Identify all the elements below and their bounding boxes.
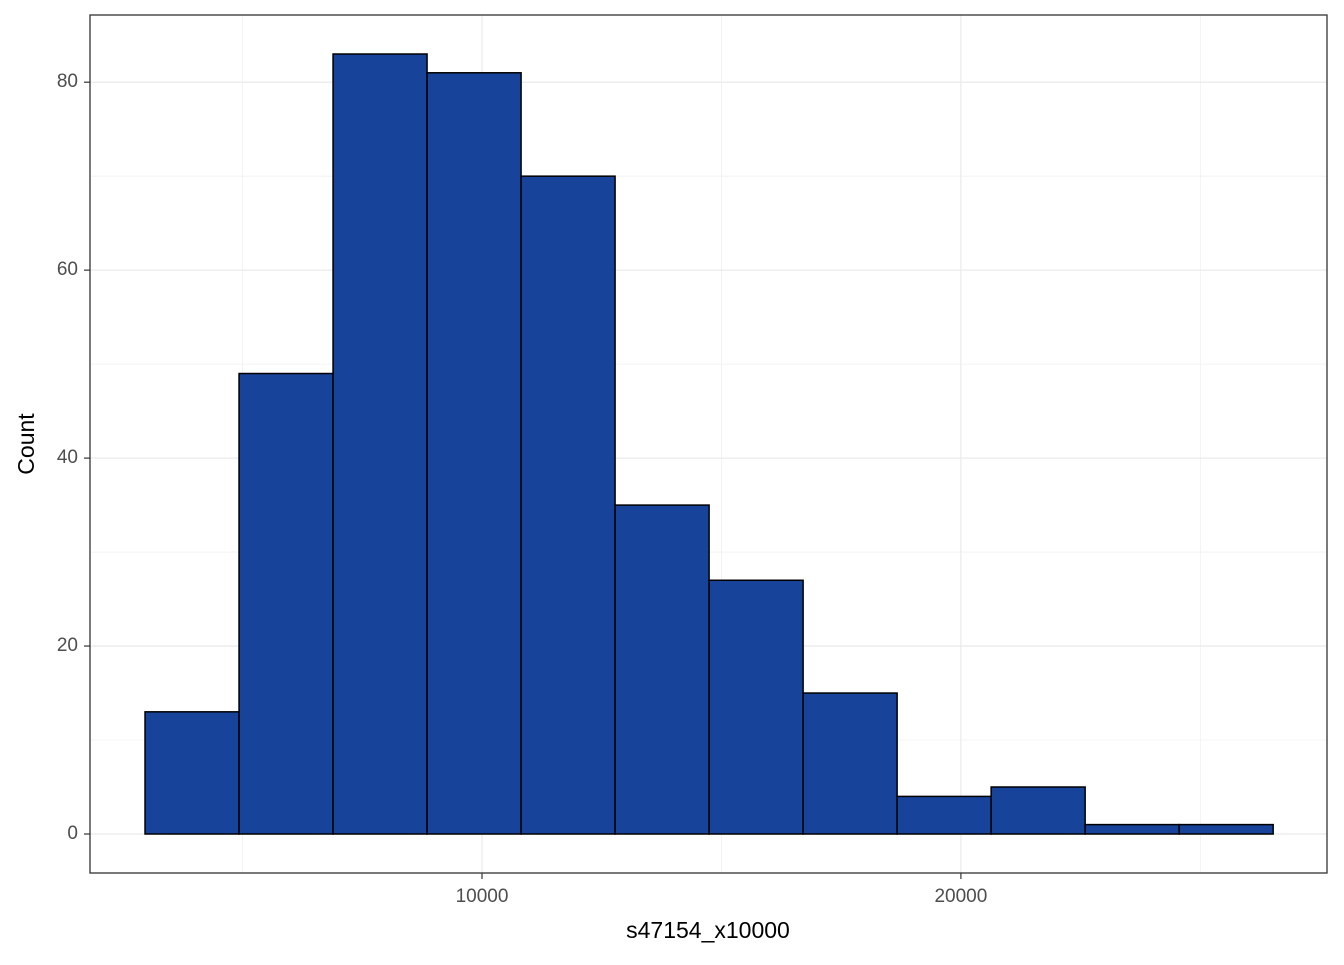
y-tick-label: 60 — [57, 259, 78, 280]
x-tick-label: 10000 — [456, 886, 509, 907]
bar — [426, 72, 522, 835]
bar — [144, 711, 240, 835]
y-tick-label: 80 — [57, 71, 78, 92]
bar — [802, 692, 898, 835]
x-axis-title: s47154_x10000 — [626, 917, 790, 943]
bar — [990, 786, 1086, 835]
bar — [614, 504, 710, 835]
bar — [708, 579, 804, 835]
bar — [238, 372, 334, 835]
bar — [1178, 823, 1274, 835]
y-tick-label: 20 — [57, 635, 78, 656]
bar — [332, 53, 428, 835]
y-axis-title: Count — [13, 413, 39, 475]
bar — [1084, 823, 1180, 835]
y-tick-label: 0 — [67, 823, 78, 844]
bar — [520, 175, 616, 835]
x-tick-label: 20000 — [934, 886, 987, 907]
y-tick-label: 40 — [57, 447, 78, 468]
bar — [896, 795, 992, 835]
panel-border — [89, 14, 1328, 874]
